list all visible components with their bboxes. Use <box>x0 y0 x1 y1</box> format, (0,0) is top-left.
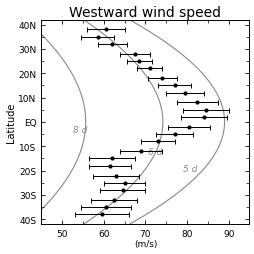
Y-axis label: Latitude: Latitude <box>6 102 15 142</box>
Text: 5 d: 5 d <box>182 164 197 173</box>
Text: 6 d: 6 d <box>147 147 161 156</box>
Title: Westward wind speed: Westward wind speed <box>69 6 220 20</box>
Text: 8 d: 8 d <box>72 125 87 134</box>
X-axis label: (m/s): (m/s) <box>133 240 156 248</box>
